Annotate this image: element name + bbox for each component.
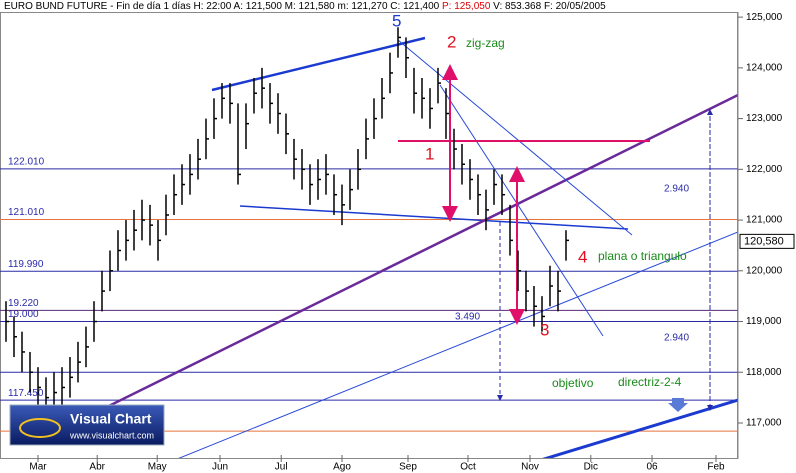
- x-tick-label: Abr: [89, 462, 105, 473]
- annotation: 2.940: [664, 333, 689, 344]
- annotation: 2.940: [664, 184, 689, 195]
- level-label: 19.000: [8, 309, 39, 320]
- level-label: 19.220: [8, 298, 39, 309]
- last-price-box: [739, 233, 795, 249]
- annotation: 2: [447, 32, 456, 51]
- x-tick-label: Nov: [521, 462, 539, 473]
- annotation: 3: [540, 320, 549, 339]
- y-tick-label: 118,000: [746, 367, 782, 378]
- annotations: 5 2 zig-zag 1 3 4 plana o triangulo obje…: [392, 11, 689, 390]
- x-tick-label: May: [148, 462, 167, 473]
- y-tick-label: 119,000: [746, 316, 782, 327]
- x-tick-label: Jun: [212, 462, 228, 473]
- x-tick-label: Jul: [275, 462, 288, 473]
- x-tick-label: Ago: [333, 462, 351, 473]
- x-tick-label: Sep: [399, 462, 417, 473]
- level-label: 121.010: [8, 207, 45, 218]
- x-tick-label: Feb: [707, 462, 725, 473]
- y-tick-label: 124,000: [746, 63, 783, 74]
- level-label: 122.010: [8, 156, 45, 167]
- annotation: plana o triangulo: [598, 249, 687, 263]
- y-tick-label: 123,000: [746, 113, 783, 124]
- annotation: objetivo: [552, 376, 594, 390]
- y-tick-label: 121,000: [746, 215, 783, 226]
- y-tick-label: 117,000: [746, 418, 782, 429]
- last-price-label: 120,580: [744, 235, 784, 247]
- y-tick-label: 122,000: [746, 164, 783, 175]
- annotation: 4: [578, 247, 587, 266]
- x-tick-label: Oct: [460, 462, 476, 473]
- annotation: 5: [392, 11, 401, 30]
- annotation: 3.490: [455, 312, 480, 323]
- x-tick-label: Mar: [29, 462, 47, 473]
- x-tick-label: Dic: [584, 462, 598, 473]
- y-tick-label: 120,000: [746, 265, 783, 276]
- y-tick-label: 125,000: [746, 12, 783, 23]
- annotation: zig-zag: [466, 36, 505, 50]
- annotation: 1: [425, 144, 434, 163]
- logo-url: www.visualchart.com: [69, 430, 154, 440]
- logo: Visual Chart www.visualchart.com: [9, 404, 165, 446]
- level-label: 117.450: [8, 388, 44, 399]
- logo-title: Visual Chart: [70, 411, 152, 427]
- x-tick-label: 06: [646, 462, 658, 473]
- level-label: 119.990: [8, 259, 44, 270]
- trend-lines: [39, 36, 738, 458]
- annotation: directriz-2-4: [618, 375, 682, 389]
- chart-title: EURO BUND FUTURE - Fin de día 1 días H: …: [4, 1, 606, 12]
